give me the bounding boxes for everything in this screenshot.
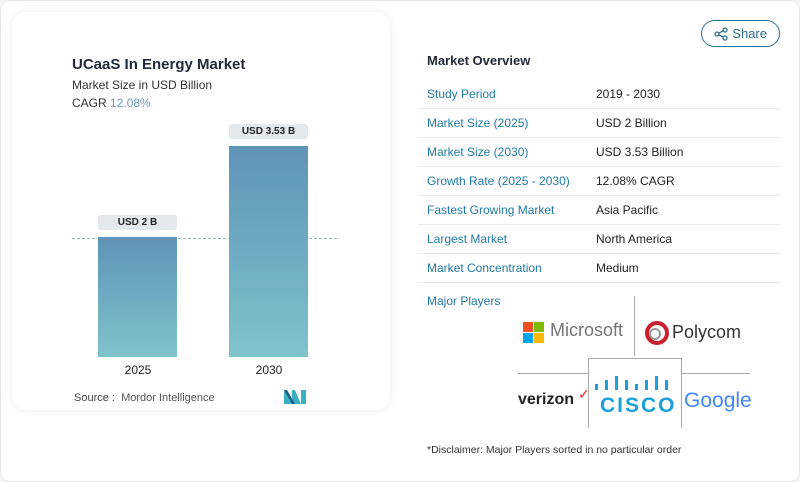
- x-tick-label: 2025: [124, 363, 152, 377]
- source-value: Mordor Intelligence: [121, 392, 215, 404]
- x-tick-label: 2030: [255, 363, 283, 377]
- row-label: Market Concentration: [427, 261, 542, 275]
- cisco-bars-icon: [595, 376, 668, 390]
- mordor-logo-icon: [284, 390, 306, 404]
- cisco-logo: cisco: [600, 394, 677, 417]
- source: Source : Mordor Intelligence: [74, 392, 215, 404]
- polycom-logo-icon: [645, 321, 669, 345]
- overview-title: Market Overview: [427, 53, 531, 68]
- overview-row: Market Concentration Medium: [418, 254, 780, 283]
- overview-row: Market Size (2025) USD 2 Billion: [418, 109, 780, 138]
- row-label: Market Size (2025): [427, 116, 529, 130]
- google-logo: Google: [684, 389, 752, 412]
- microsoft-logo-icon: [523, 322, 544, 343]
- row-label: Largest Market: [427, 232, 508, 246]
- share-icon: [714, 27, 728, 41]
- overview-row: Fastest Growing Market Asia Pacific: [418, 196, 780, 225]
- overview-row: Largest Market North America: [418, 225, 780, 254]
- disclaimer: *Disclaimer: Major Players sorted in no …: [427, 444, 682, 456]
- row-value: USD 3.53 Billion: [596, 145, 684, 159]
- bar-data-label: USD 3.53 B: [229, 123, 308, 139]
- bar-data-label: USD 2 B: [98, 215, 177, 231]
- bar-2025: [98, 237, 177, 357]
- share-label: Share: [732, 26, 767, 41]
- cagr-label: CAGR: [72, 96, 107, 110]
- row-label: Growth Rate (2025 - 2030): [427, 174, 570, 188]
- bar-2030: [229, 145, 308, 357]
- row-label: Market Size (2030): [427, 145, 529, 159]
- chart-title: UCaaS In Energy Market: [72, 56, 246, 73]
- row-value: North America: [596, 232, 673, 246]
- major-players-title: Major Players: [427, 294, 501, 308]
- chart-card: [12, 12, 390, 410]
- reference-line: [72, 238, 337, 239]
- cagr: CAGR 12.08%: [72, 96, 151, 110]
- overview-row: Market Size (2030) USD 3.53 Billion: [418, 138, 780, 167]
- source-label: Source :: [74, 392, 115, 404]
- verizon-logo: verizon: [518, 391, 575, 408]
- row-label: Fastest Growing Market: [427, 203, 555, 217]
- overview-row: Study Period 2019 - 2030: [418, 80, 780, 109]
- chart-subtitle: Market Size in USD Billion: [72, 78, 213, 92]
- overview-row: Growth Rate (2025 - 2030) 12.08% CAGR: [418, 167, 780, 196]
- verizon-check-icon: ✓: [578, 386, 590, 402]
- row-value: USD 2 Billion: [596, 116, 667, 130]
- row-value: Asia Pacific: [596, 203, 659, 217]
- share-button[interactable]: Share: [701, 20, 780, 47]
- microsoft-logo: Microsoft: [550, 320, 624, 340]
- row-label: Study Period: [427, 87, 496, 101]
- polycom-logo: Polycom: [672, 322, 742, 342]
- row-value: Medium: [596, 261, 639, 275]
- row-value: 2019 - 2030: [596, 87, 661, 101]
- cagr-value: 12.08%: [110, 96, 151, 110]
- row-value: 12.08% CAGR: [596, 174, 675, 188]
